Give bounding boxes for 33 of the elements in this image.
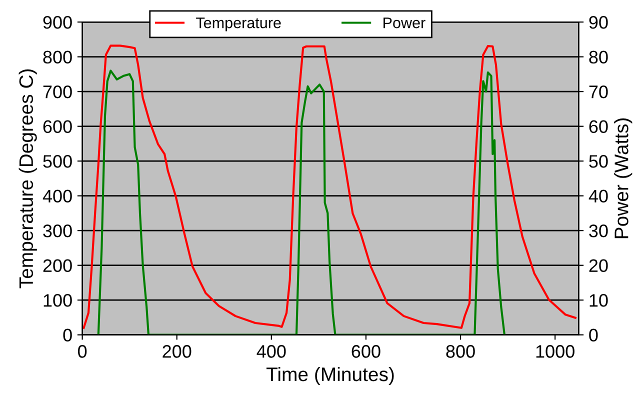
y-tick-label: 0 <box>63 328 72 342</box>
y-tick-label: 100 <box>44 294 72 307</box>
y-tick-label: 400 <box>42 190 72 203</box>
y-axis-title: Temperature (Degrees C) <box>18 69 37 288</box>
y2-tick-label: 40 <box>588 190 608 203</box>
y-tick-label: 700 <box>43 85 72 98</box>
y2-axis-title: Power (Watts) <box>614 118 632 238</box>
y-tick-label: 800 <box>43 50 72 64</box>
y2-tick-label: 90 <box>589 16 608 29</box>
x-tick-label: 400 <box>256 345 286 358</box>
legend-label: Temperature <box>196 18 281 32</box>
y2-tick-label: 20 <box>589 259 608 272</box>
x-tick-label: 800 <box>446 345 475 358</box>
y2-tick-label: 0 <box>589 328 598 342</box>
x-axis-title: Time (Minutes) <box>266 366 394 386</box>
legend-label: Power <box>384 18 426 28</box>
y-tick-label: 600 <box>43 120 72 134</box>
y2-tick-label: 80 <box>589 50 608 64</box>
x-tick-label: 0 <box>78 345 87 358</box>
y2-tick-label: 60 <box>589 120 608 134</box>
x-tick-label: 200 <box>162 345 192 358</box>
y2-tick-label: 70 <box>589 85 608 98</box>
y-tick-label: 900 <box>43 16 72 29</box>
y-tick-label: 500 <box>43 155 72 168</box>
x-tick-label: 600 <box>352 345 380 358</box>
line-series <box>97 70 506 335</box>
y-tick-label: 300 <box>43 224 72 238</box>
y-tick-label: 200 <box>43 259 72 272</box>
y2-tick-label: 10 <box>590 294 608 307</box>
y2-tick-label: 50 <box>589 155 608 168</box>
y2-tick-label: 30 <box>589 224 608 238</box>
line-series <box>82 44 576 329</box>
x-tick-label: 1000 <box>536 345 574 358</box>
